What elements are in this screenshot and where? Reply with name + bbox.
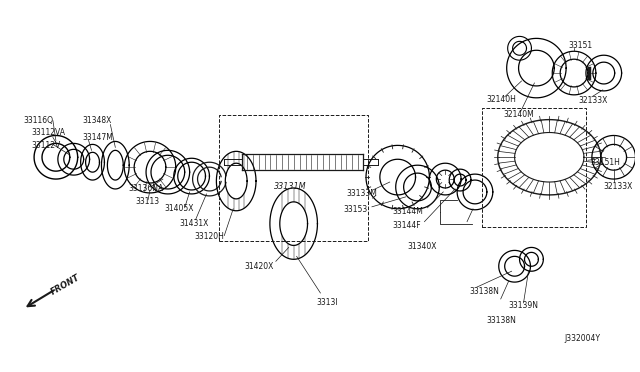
Text: 32140H: 32140H <box>487 95 516 104</box>
Text: 33138N: 33138N <box>469 286 499 295</box>
Text: 31348X: 31348X <box>83 116 112 125</box>
Text: 32133X: 32133X <box>604 183 633 192</box>
Text: 33133M: 33133M <box>346 189 377 198</box>
Text: 33116Q: 33116Q <box>23 116 53 125</box>
Text: 33139N: 33139N <box>509 301 539 310</box>
Text: 33144F: 33144F <box>393 221 421 230</box>
Text: 33120H: 33120H <box>195 232 225 241</box>
Text: 33138N: 33138N <box>487 316 516 325</box>
Text: 33151: 33151 <box>568 41 592 50</box>
Text: 32140M: 32140M <box>504 110 534 119</box>
Text: 33136NA: 33136NA <box>128 185 163 193</box>
Text: 33153: 33153 <box>343 205 367 214</box>
Text: 31405X: 31405X <box>165 204 195 213</box>
Text: 3313I: 3313I <box>316 298 338 307</box>
Text: 33112VA: 33112VA <box>31 128 65 137</box>
Text: 33131M: 33131M <box>274 183 307 192</box>
Text: 33147M: 33147M <box>83 133 113 142</box>
Text: 32133X: 32133X <box>578 96 607 105</box>
Text: 31420X: 31420X <box>244 262 273 271</box>
Text: 33112V: 33112V <box>31 141 60 150</box>
Text: 33151H: 33151H <box>591 158 621 167</box>
Text: 31431X: 31431X <box>180 219 209 228</box>
Text: 31340X: 31340X <box>408 242 437 251</box>
Text: 33113: 33113 <box>135 198 159 206</box>
Text: FRONT: FRONT <box>49 273 81 297</box>
Text: J332004Y: J332004Y <box>564 334 600 343</box>
Text: 33144M: 33144M <box>393 207 424 216</box>
